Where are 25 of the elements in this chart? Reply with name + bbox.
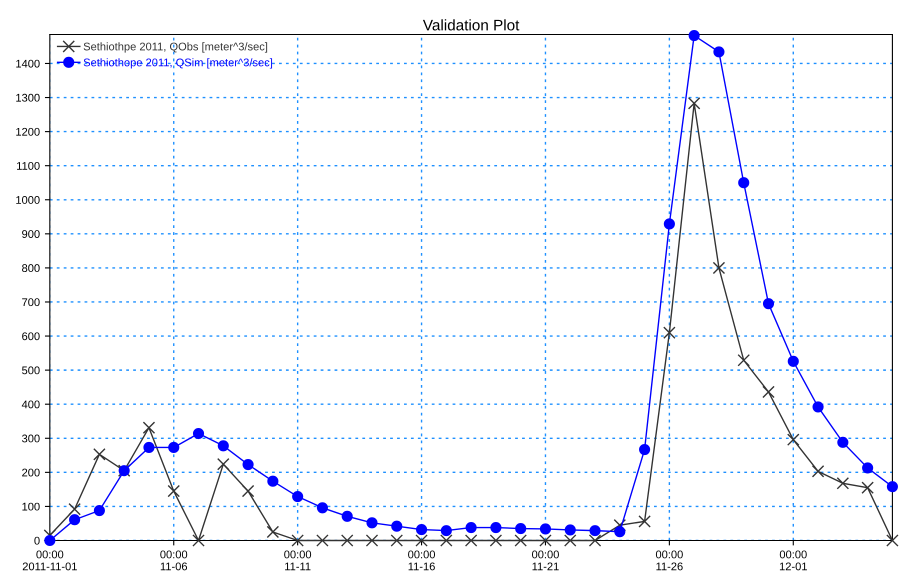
y-tick-label: 0 (34, 536, 40, 545)
x-tick-label: 00:00 11-11 (284, 550, 312, 570)
y-tick-label: 700 (22, 298, 40, 306)
x-tick-label: 00:00 2011-11-01 (22, 550, 77, 570)
x-tick-label: 00:00 11-26 (656, 550, 683, 570)
y-tick-label: 800 (22, 264, 40, 272)
y-tick-label: 500 (22, 366, 40, 374)
y-tick-label: 1300 (16, 94, 40, 102)
chart-title: Validation Plot (422, 19, 520, 30)
legend-label: Sethiothpe 2011, QObs [meter^3/sec] (84, 42, 268, 53)
y-tick-label: 400 (22, 400, 40, 408)
y-tick-label: 1200 (16, 128, 40, 136)
x-tick-label: 00:00 11-16 (408, 550, 436, 570)
y-tick-label: 1000 (16, 196, 40, 204)
x-tick-label: 00:00 11-21 (532, 550, 559, 570)
y-tick-label: 100 (22, 502, 40, 511)
y-tick-label: 600 (22, 332, 40, 340)
y-tick-label: 200 (22, 468, 40, 476)
y-tick-label: 900 (22, 230, 40, 238)
y-tick-label: 1100 (17, 162, 40, 170)
legend-label: Sethiothope 2011, QSim [meter^3/sec] (84, 58, 272, 69)
x-tick-label: 00:00 12-01 (780, 550, 807, 570)
y-tick-label: 1400 (16, 60, 40, 68)
x-tick-label: 00:00 11-06 (160, 550, 188, 570)
y-tick-label: 300 (22, 434, 40, 442)
